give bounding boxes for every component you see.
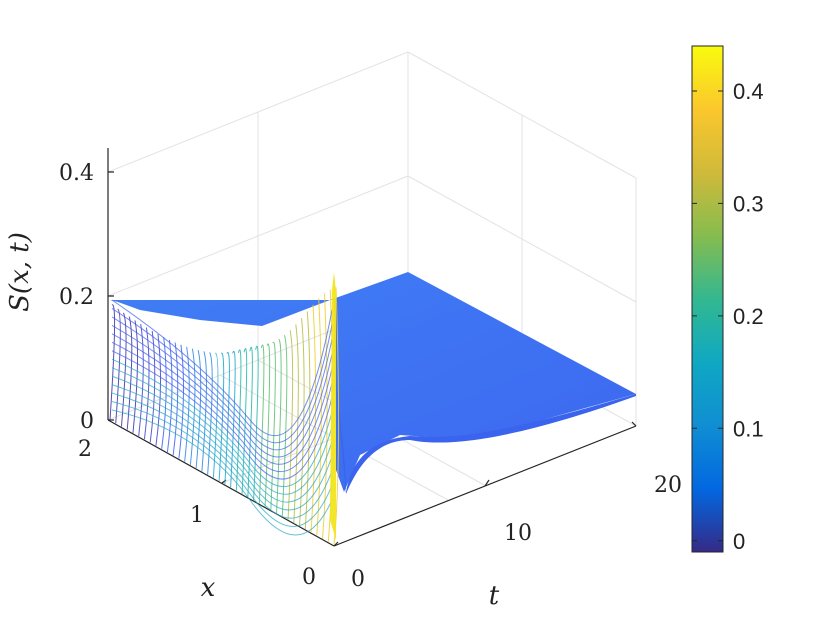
mesh-line — [201, 351, 207, 472]
mesh-line — [253, 345, 259, 501]
t-ticks: 0 10 20 — [351, 473, 682, 592]
z-tick-label: 0 — [80, 409, 94, 434]
z-tick-label: 0.2 — [59, 285, 94, 310]
colorbar: 0 0.1 0.2 0.3 0.4 — [691, 45, 764, 554]
mesh-line — [138, 323, 144, 437]
x-tick-label: 1 — [190, 503, 204, 528]
mesh-line — [161, 337, 167, 449]
colorbar-tick-label: 0.4 — [733, 79, 764, 104]
t-tick-label: 0 — [351, 567, 365, 592]
mesh-line — [111, 350, 333, 480]
colorbar-tick-label: 0.1 — [733, 416, 764, 441]
mesh-line — [111, 358, 333, 488]
x-tick-label: 2 — [78, 437, 92, 462]
mesh-line — [126, 316, 133, 430]
z-ticks: 0.4 0.2 0 — [59, 161, 94, 434]
mesh-line — [111, 341, 333, 472]
surface-mesh — [109, 287, 340, 546]
mesh-line — [109, 304, 116, 421]
mesh-line — [287, 330, 294, 520]
mesh-line — [111, 401, 333, 527]
mesh-line — [115, 308, 121, 424]
mesh-line — [155, 334, 162, 446]
surface-front-edge — [336, 380, 636, 494]
mesh-line — [111, 367, 333, 495]
mesh-line — [281, 334, 288, 517]
mesh-line — [304, 311, 311, 530]
mesh-line — [111, 324, 333, 458]
mesh-line — [241, 348, 248, 494]
mesh-line — [120, 312, 127, 427]
mesh-line — [189, 348, 196, 465]
colorbar-gradient — [691, 45, 724, 553]
axes-lines — [107, 148, 637, 547]
surface — [109, 272, 636, 546]
mesh-line — [111, 384, 333, 511]
colorbar-ticks: 0 0.1 0.2 0.3 0.4 — [692, 79, 764, 554]
mesh-line — [258, 344, 265, 504]
z-axis-label: S(x, t) — [5, 232, 35, 312]
mesh-line — [111, 409, 333, 536]
mesh-line — [218, 352, 225, 481]
t-tick-label: 20 — [654, 473, 682, 498]
surface-peak-edge — [330, 272, 336, 540]
mesh-line — [149, 330, 156, 443]
mesh-line — [111, 316, 333, 451]
colorbar-tick-label: 0.3 — [733, 191, 764, 216]
x-ticks: 2 1 0 — [78, 437, 316, 590]
colorbar-tick-label: 0.2 — [733, 304, 764, 329]
mesh-line — [166, 339, 173, 453]
colorbar-tick-label: 0 — [733, 529, 745, 554]
mesh-line — [247, 346, 253, 497]
surface-plane — [110, 272, 636, 492]
x-axis-label: x — [201, 573, 216, 603]
x-tick-label: 0 — [302, 565, 316, 590]
mesh-line — [111, 375, 333, 503]
mesh-line — [184, 346, 190, 462]
t-tick-label: 10 — [504, 521, 532, 546]
z-tick-label: 0.4 — [59, 161, 94, 186]
mesh-line — [111, 392, 333, 519]
mesh-line — [293, 324, 299, 523]
mesh-line — [322, 293, 328, 539]
mesh-line — [111, 308, 333, 444]
mesh-line — [207, 352, 213, 475]
mesh-line — [111, 299, 333, 437]
mesh-line — [299, 318, 305, 526]
mesh-line — [178, 344, 184, 459]
mesh-line — [276, 338, 282, 513]
mesh-line — [111, 333, 333, 465]
t-axis-label: t — [489, 581, 500, 611]
mesh-line — [195, 350, 202, 469]
